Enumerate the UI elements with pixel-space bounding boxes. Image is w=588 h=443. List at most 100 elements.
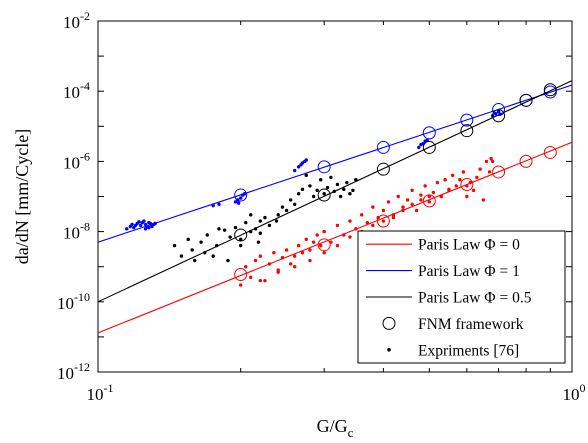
experiment-point — [465, 184, 469, 188]
experiment-point — [153, 221, 157, 226]
experiment-point — [130, 222, 134, 227]
experiment-point — [253, 227, 258, 231]
experiment-point — [454, 184, 458, 188]
experiment-point — [238, 283, 243, 287]
experiment-point — [280, 205, 285, 209]
fnm-point — [234, 228, 248, 242]
experiment-point — [267, 262, 272, 266]
experiment-point — [461, 170, 466, 174]
experiment-point — [351, 188, 355, 193]
fnm-point — [492, 103, 506, 117]
y-tick-label-exponent: -12 — [74, 360, 90, 374]
y-tick-label-exponent: -10 — [74, 290, 90, 304]
experiment-point — [233, 225, 238, 230]
experiment-point — [338, 194, 343, 199]
experiment-point — [371, 223, 375, 228]
experiment-point — [335, 223, 340, 228]
experiment-point — [217, 202, 221, 206]
experiment-point — [280, 256, 285, 260]
experiment-point — [345, 180, 349, 185]
experiment-point — [205, 233, 209, 237]
y-tick-label-base: 10 — [57, 294, 74, 313]
experiment-point — [276, 213, 280, 217]
experiment-point — [386, 200, 391, 204]
experiment-point — [322, 251, 326, 255]
experiment-point — [179, 254, 184, 258]
experiment-point — [335, 182, 340, 187]
experiment-point — [199, 240, 203, 244]
experiment-point — [132, 225, 136, 230]
experiment-point — [296, 165, 301, 169]
y-tick-label-exponent: -2 — [80, 9, 90, 23]
fnm-point — [422, 194, 436, 208]
experiment-point — [211, 203, 215, 208]
legend-label: FNM framework — [418, 316, 524, 333]
experiment-point — [142, 219, 146, 223]
experiment-point — [258, 219, 263, 223]
experiment-point — [481, 198, 486, 202]
experiment-point — [193, 258, 197, 263]
y-tick-label-base: 10 — [63, 224, 80, 243]
y-tick-label-exponent: -8 — [80, 220, 90, 234]
fnm-point — [519, 154, 533, 168]
experiment-point — [427, 194, 432, 199]
experiment-point — [478, 167, 482, 171]
x-tick-label-exponent: 0 — [580, 381, 586, 395]
x-tick-label-base: 10 — [87, 385, 104, 404]
y-axis-label: da/dN [mm/Cycle] — [12, 129, 32, 264]
experiment-point — [263, 215, 267, 220]
experiment-point — [233, 200, 238, 204]
y-tick-label: 10-6 — [63, 149, 90, 172]
experiment-point — [304, 158, 308, 162]
fnm-point — [492, 165, 506, 179]
experiment-point — [468, 180, 472, 185]
experiment-point — [244, 265, 248, 269]
experiment-point — [396, 194, 400, 199]
experiment-point — [258, 278, 263, 283]
x-tick-label-exponent: -1 — [104, 381, 114, 395]
experiment-point — [417, 145, 421, 150]
experiment-point — [222, 228, 227, 232]
x-axis-label-main: G/G — [317, 416, 348, 436]
experiment-point — [238, 243, 243, 248]
y-tick-label: 10-12 — [57, 360, 90, 383]
experiment-point — [348, 235, 352, 239]
x-tick-label: 10-1 — [87, 381, 114, 404]
y-tick-label-base: 10 — [63, 13, 80, 32]
experiment-point — [322, 229, 326, 234]
experiment-point — [332, 189, 336, 194]
fnm-point — [376, 214, 390, 228]
experiment-point — [244, 220, 248, 225]
experiment-point — [447, 188, 451, 193]
experiment-point — [484, 159, 489, 164]
experiment-point — [496, 110, 501, 114]
experiment-point — [427, 200, 432, 204]
experiment-point — [292, 254, 297, 258]
experiment-point — [308, 248, 312, 252]
experiment-point — [289, 262, 293, 266]
experiment-point — [267, 223, 272, 228]
y-tick-label-base: 10 — [63, 153, 80, 172]
experiment-point — [243, 192, 247, 196]
fnm-point — [519, 93, 533, 107]
experiment-point — [292, 168, 297, 173]
experiment-point — [381, 219, 386, 223]
experiment-point — [308, 258, 312, 263]
experiment-point — [284, 208, 289, 213]
x-tick-label-base: 10 — [563, 385, 580, 404]
legend-label: Paris Law Φ = 1 — [418, 263, 520, 280]
experiment-point — [274, 219, 279, 223]
experiment-point — [318, 243, 323, 248]
experiment-point — [311, 194, 316, 199]
experiment-point — [138, 223, 143, 228]
y-tick-label: 10-4 — [63, 79, 90, 102]
fnm-point — [234, 188, 248, 202]
fnm-point — [543, 83, 557, 97]
experiment-point — [186, 237, 190, 242]
x-axis-label: G/Gc — [317, 416, 354, 440]
experiment-point — [150, 224, 154, 229]
experiment-point — [410, 188, 414, 193]
experiment-point — [249, 213, 253, 217]
experiment-point — [272, 251, 276, 255]
